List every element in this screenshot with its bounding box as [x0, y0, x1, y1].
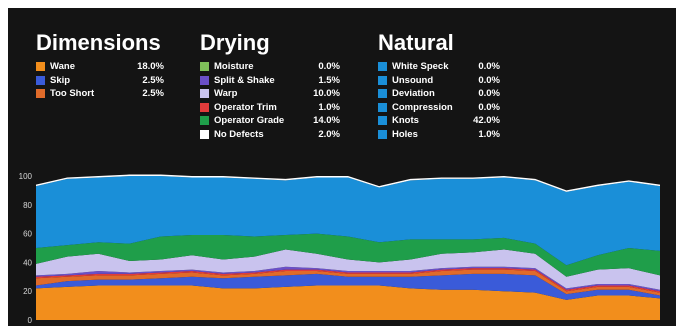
legend-label: Compression [392, 101, 453, 113]
legend-label: Skip [50, 74, 71, 86]
legend-swatch [200, 129, 209, 139]
legend-item: Operator Grade 14.0% [200, 114, 340, 128]
y-tick-label: 100 [19, 172, 33, 181]
legend-swatch [200, 102, 209, 112]
legend-value: 2.0% [318, 128, 340, 140]
y-tick-label: 40 [23, 258, 32, 267]
legend-title: Natural [378, 30, 454, 55]
area-series-1 [36, 273, 660, 300]
legend-title: Drying [200, 30, 270, 55]
legend-value: 42.0% [473, 115, 500, 127]
legend-label: Deviation [392, 88, 435, 100]
legend-swatch [36, 75, 45, 85]
y-tick-label: 80 [23, 201, 32, 210]
legend-label: Unsound [392, 74, 434, 86]
legend-label: Holes [392, 128, 418, 140]
legend-swatch [200, 75, 209, 85]
legend-group-2: Natural White Speck 0.0% Unsound 0.0% Deviati… [378, 30, 500, 141]
legend-item: Holes 1.0% [378, 128, 500, 142]
legend-swatch [378, 89, 387, 99]
legend-item: Compression 0.0% [378, 101, 500, 115]
area-series-6 [36, 233, 660, 277]
legend-swatch [378, 129, 387, 139]
legend-item: Moisture 0.0% [200, 60, 340, 74]
legend-label: White Speck [392, 61, 449, 73]
stacked-area-chart: 0 20 40 60 80 100 [19, 172, 660, 325]
chart-panel: Dimensions Wane 18.0% Skip 2.5% Too Short 2.5%… [8, 8, 676, 326]
legend-value: 14.0% [313, 115, 340, 127]
legend-label: Operator Grade [214, 115, 285, 127]
legend-item: No Defects 2.0% [200, 128, 340, 142]
legend-swatch [378, 62, 387, 72]
legend-label: Wane [50, 61, 75, 73]
legend-swatch [200, 116, 209, 126]
y-tick-label: 60 [23, 230, 32, 239]
area-series-0 [36, 285, 660, 320]
legend-item: Split & Shake 1.5% [200, 74, 340, 88]
legend-item: Deviation 0.0% [378, 87, 500, 101]
legend-swatch [378, 116, 387, 126]
legend-value: 2.5% [142, 74, 164, 86]
area-series-4 [36, 266, 660, 292]
legend-item: Unsound 0.0% [378, 74, 500, 88]
legend-item: Operator Trim 1.0% [200, 101, 340, 115]
legend-swatch [200, 89, 209, 99]
legend-value: 0.0% [478, 61, 500, 73]
area-series-8 [36, 174, 660, 192]
legend-value: 18.0% [137, 61, 164, 73]
legend-item: Knots 42.0% [378, 114, 500, 128]
legend-value: 10.0% [313, 88, 340, 100]
area-series-7 [36, 176, 660, 266]
legend-item: Too Short 2.5% [36, 87, 164, 101]
legend-title: Dimensions [36, 30, 161, 55]
legend-swatch [36, 62, 45, 72]
legend-swatch [36, 89, 45, 99]
area-series-3 [36, 268, 660, 293]
legend-item: Warp 10.0% [200, 87, 340, 101]
legend-label: No Defects [214, 128, 264, 140]
legend-value: 2.5% [142, 88, 164, 100]
legend-swatch [200, 62, 209, 72]
legend-label: Split & Shake [214, 74, 275, 86]
legend-swatch [378, 102, 387, 112]
legend-item: Wane 18.0% [36, 60, 164, 74]
area-series-5 [36, 249, 660, 290]
legend-value: 0.0% [478, 74, 500, 86]
legend-label: Warp [214, 88, 238, 100]
legend-label: Moisture [214, 61, 254, 73]
legend-label: Knots [392, 115, 419, 127]
area-series-2 [36, 269, 660, 296]
legend-swatch [378, 75, 387, 85]
legend-value: 1.5% [318, 74, 340, 86]
legend-label: Operator Trim [214, 101, 277, 113]
legend-group-1: Drying Moisture 0.0% Split & Shake 1.5% Warp 1… [200, 30, 340, 141]
legend-value: 1.0% [478, 128, 500, 140]
y-tick-label: 20 [23, 287, 32, 296]
legend-label: Too Short [50, 88, 95, 100]
legend-group-0: Dimensions Wane 18.0% Skip 2.5% Too Short 2.5% [36, 30, 164, 101]
y-tick-label: 0 [28, 316, 33, 325]
legend-value: 0.0% [478, 101, 500, 113]
legend-item: White Speck 0.0% [378, 60, 500, 74]
legend-item: Skip 2.5% [36, 74, 164, 88]
legend-value: 0.0% [318, 61, 340, 73]
legend-value: 0.0% [478, 88, 500, 100]
legend-value: 1.0% [318, 101, 340, 113]
